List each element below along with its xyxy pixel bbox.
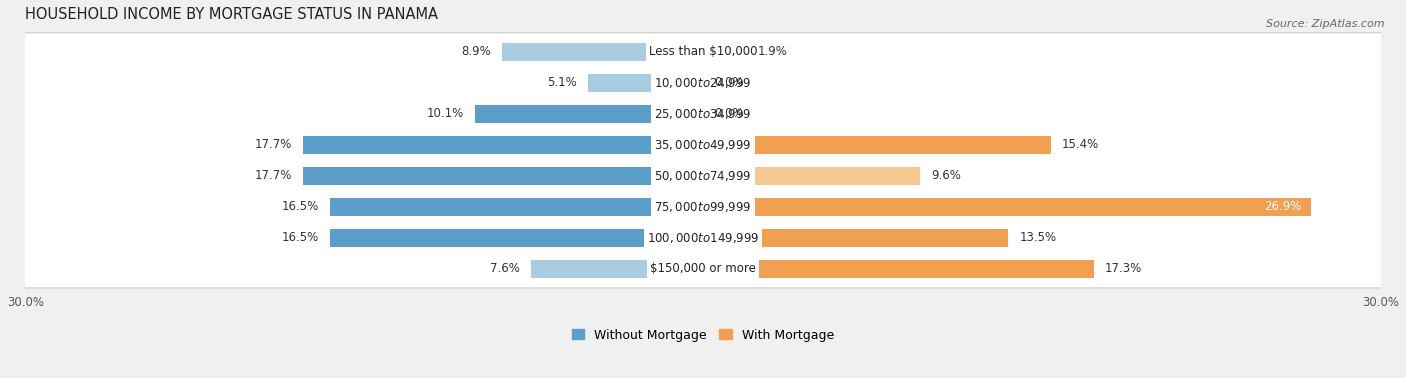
- Bar: [304, 167, 703, 185]
- Text: $50,000 to $74,999: $50,000 to $74,999: [654, 169, 752, 183]
- Text: 13.5%: 13.5%: [1019, 231, 1056, 244]
- Legend: Without Mortgage, With Mortgage: Without Mortgage, With Mortgage: [572, 328, 834, 342]
- Bar: [502, 43, 703, 61]
- Bar: [703, 229, 1008, 247]
- FancyBboxPatch shape: [17, 64, 1389, 102]
- Text: $35,000 to $49,999: $35,000 to $49,999: [654, 138, 752, 152]
- FancyBboxPatch shape: [17, 33, 1389, 71]
- Text: 1.9%: 1.9%: [758, 45, 787, 58]
- Bar: [703, 43, 747, 61]
- Text: 17.7%: 17.7%: [254, 169, 292, 182]
- Text: 16.5%: 16.5%: [281, 231, 319, 244]
- Text: $150,000 or more: $150,000 or more: [650, 262, 756, 276]
- FancyBboxPatch shape: [20, 34, 1386, 70]
- Bar: [475, 105, 703, 123]
- Text: 0.0%: 0.0%: [714, 76, 744, 89]
- Bar: [703, 198, 1310, 216]
- Bar: [703, 167, 920, 185]
- Text: Less than $10,000: Less than $10,000: [648, 45, 758, 58]
- Bar: [304, 136, 703, 154]
- FancyBboxPatch shape: [20, 220, 1386, 256]
- Text: 26.9%: 26.9%: [1264, 200, 1302, 213]
- FancyBboxPatch shape: [17, 125, 1389, 164]
- FancyBboxPatch shape: [17, 249, 1389, 288]
- FancyBboxPatch shape: [20, 251, 1386, 287]
- Bar: [330, 229, 703, 247]
- Bar: [330, 198, 703, 216]
- Bar: [531, 260, 703, 278]
- Text: 16.5%: 16.5%: [281, 200, 319, 213]
- Text: 7.6%: 7.6%: [491, 262, 520, 276]
- Text: 0.0%: 0.0%: [714, 107, 744, 120]
- Text: 8.9%: 8.9%: [461, 45, 491, 58]
- Text: 9.6%: 9.6%: [931, 169, 960, 182]
- Text: Source: ZipAtlas.com: Source: ZipAtlas.com: [1267, 19, 1385, 29]
- FancyBboxPatch shape: [20, 96, 1386, 132]
- FancyBboxPatch shape: [17, 187, 1389, 226]
- FancyBboxPatch shape: [20, 65, 1386, 101]
- Text: $10,000 to $24,999: $10,000 to $24,999: [654, 76, 752, 90]
- FancyBboxPatch shape: [17, 156, 1389, 195]
- Text: HOUSEHOLD INCOME BY MORTGAGE STATUS IN PANAMA: HOUSEHOLD INCOME BY MORTGAGE STATUS IN P…: [25, 7, 439, 22]
- Text: $75,000 to $99,999: $75,000 to $99,999: [654, 200, 752, 214]
- Text: 15.4%: 15.4%: [1062, 138, 1099, 151]
- Text: 10.1%: 10.1%: [426, 107, 464, 120]
- Bar: [703, 136, 1050, 154]
- Text: 5.1%: 5.1%: [547, 76, 576, 89]
- Bar: [703, 260, 1094, 278]
- Text: 17.3%: 17.3%: [1105, 262, 1142, 276]
- FancyBboxPatch shape: [17, 94, 1389, 133]
- FancyBboxPatch shape: [20, 158, 1386, 194]
- Text: 17.7%: 17.7%: [254, 138, 292, 151]
- FancyBboxPatch shape: [20, 127, 1386, 163]
- FancyBboxPatch shape: [17, 218, 1389, 257]
- Text: $100,000 to $149,999: $100,000 to $149,999: [647, 231, 759, 245]
- Text: $25,000 to $34,999: $25,000 to $34,999: [654, 107, 752, 121]
- Bar: [588, 74, 703, 92]
- FancyBboxPatch shape: [20, 189, 1386, 225]
